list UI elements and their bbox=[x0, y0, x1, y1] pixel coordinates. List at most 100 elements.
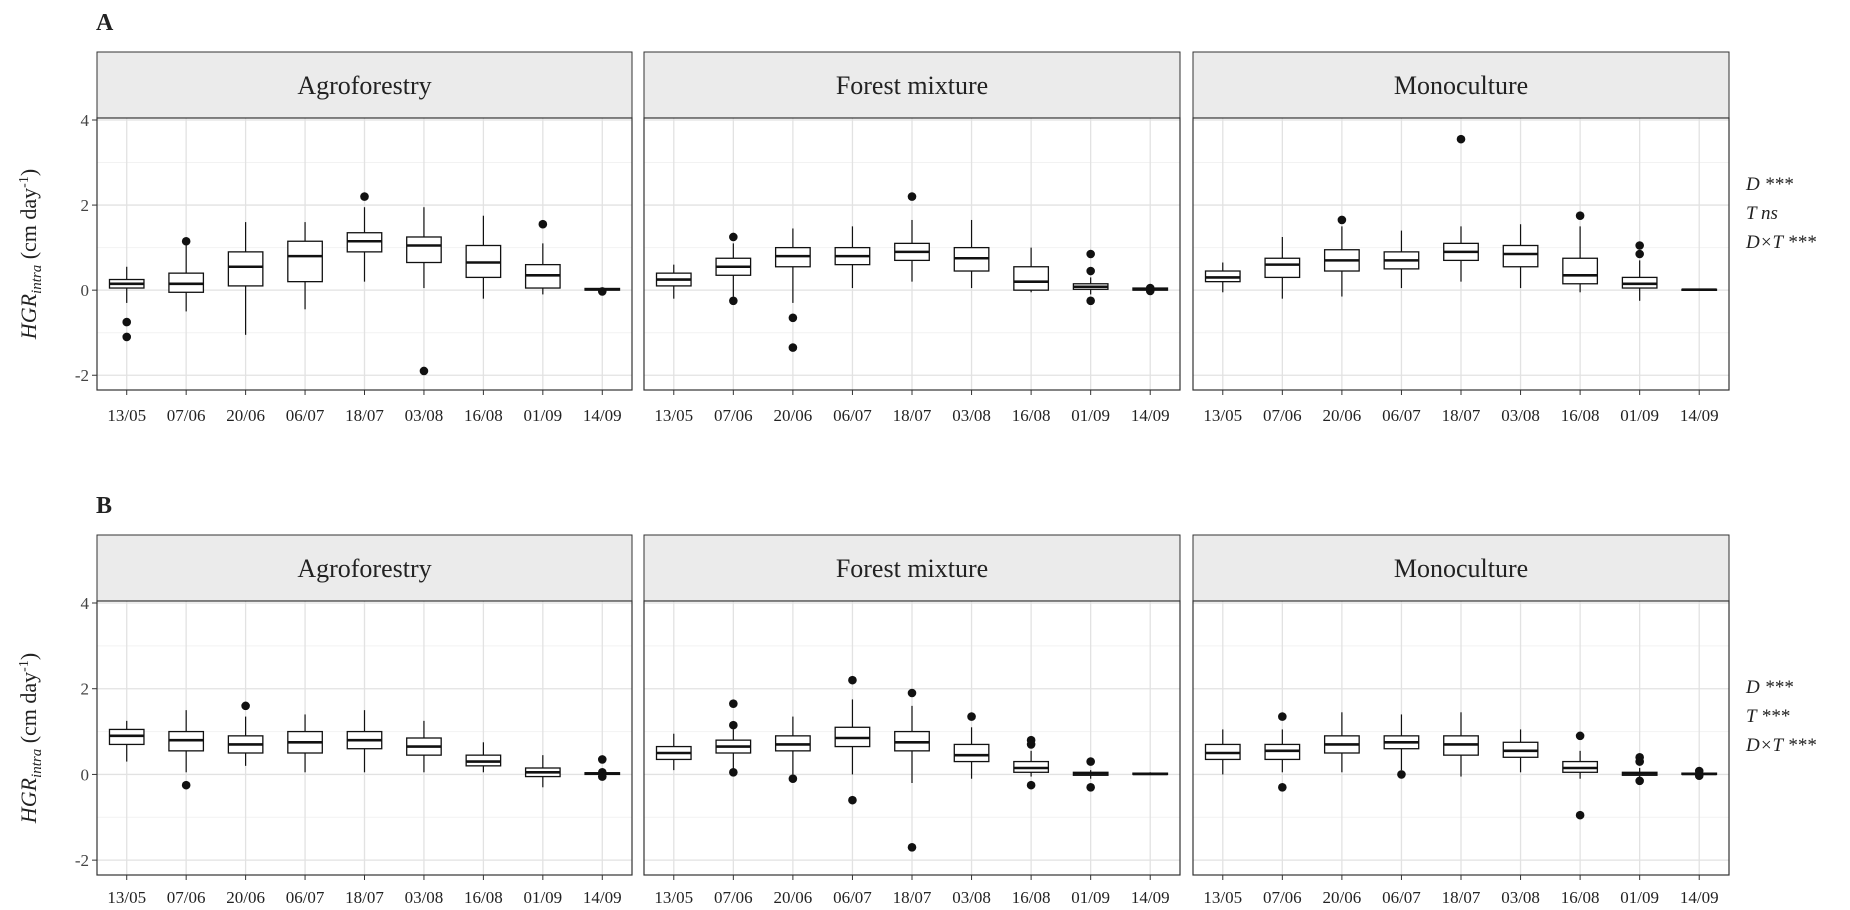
x-tick-label: 01/09 bbox=[1620, 888, 1659, 907]
x-tick-label: 13/05 bbox=[654, 888, 693, 907]
outlier-point bbox=[122, 317, 132, 327]
box-iqr bbox=[953, 743, 990, 763]
facet-strip bbox=[643, 51, 1181, 119]
y-tick-label: -2 bbox=[75, 851, 89, 870]
box-16/08 bbox=[1013, 735, 1050, 790]
box-18/07 bbox=[1443, 134, 1479, 282]
box-14/09 bbox=[584, 287, 621, 296]
facet-title: Forest mixture bbox=[836, 554, 988, 583]
box-13/05 bbox=[1204, 729, 1241, 775]
box-16/08 bbox=[1562, 211, 1599, 293]
box-03/08 bbox=[953, 712, 990, 779]
x-tick-label: 07/06 bbox=[714, 888, 753, 907]
panel-b: B HGRintra (cm day-1) 4 2 0 -2 Agroforestry 13/… bbox=[16, 493, 1817, 907]
box-13/05 bbox=[1204, 262, 1241, 293]
x-tick-label: 07/06 bbox=[167, 888, 206, 907]
box-07/06 bbox=[715, 699, 752, 777]
x-tick-label: 06/07 bbox=[833, 406, 872, 425]
x-tick-label: 07/06 bbox=[714, 406, 753, 425]
outlier-point bbox=[181, 780, 191, 790]
box-18/07 bbox=[346, 192, 383, 282]
box-01/09 bbox=[1072, 757, 1109, 792]
outlier-point bbox=[1026, 740, 1036, 749]
box-14/09 bbox=[1132, 283, 1169, 296]
facet-title: Monoculture bbox=[1394, 554, 1528, 583]
box-07/06 bbox=[1264, 236, 1301, 299]
outlier-point bbox=[729, 720, 738, 730]
outlier-point bbox=[1086, 249, 1095, 259]
facet-forest-mixture: Forest mixture 13/05 07/06 20/06 06/07 18/07 0… bbox=[643, 51, 1181, 425]
outlier-point bbox=[1086, 757, 1095, 766]
box-07/06 bbox=[168, 710, 205, 790]
x-tick-label: 14/09 bbox=[1680, 888, 1719, 907]
ylabel-main: HGR bbox=[16, 293, 41, 340]
box-07/06 bbox=[168, 236, 205, 312]
outlier-point bbox=[1635, 249, 1644, 259]
box-20/06 bbox=[774, 716, 811, 784]
box-16/08 bbox=[465, 215, 502, 299]
outlier-point bbox=[729, 296, 738, 306]
box-14/09 bbox=[584, 755, 621, 781]
x-tick-label: 20/06 bbox=[226, 406, 265, 425]
box-14/09 bbox=[1681, 288, 1718, 292]
box-13/05 bbox=[108, 720, 145, 762]
outlier-point bbox=[788, 313, 798, 323]
box-01/09 bbox=[524, 755, 561, 788]
box-13/05 bbox=[655, 264, 692, 299]
box-06/07 bbox=[1383, 230, 1420, 289]
outlier-point bbox=[1086, 266, 1095, 276]
outlier-point bbox=[122, 332, 132, 342]
box-iqr bbox=[1562, 257, 1599, 285]
facet-strip bbox=[1192, 534, 1730, 602]
outlier-point bbox=[788, 343, 798, 352]
x-tick-label: 01/09 bbox=[523, 888, 562, 907]
box-iqr bbox=[1264, 257, 1301, 279]
outlier-point bbox=[848, 675, 857, 685]
x-tick-label: 01/09 bbox=[1620, 406, 1659, 425]
x-tick-label: 18/07 bbox=[893, 406, 932, 425]
outlier-point bbox=[1575, 211, 1585, 221]
outlier-point bbox=[1026, 780, 1036, 790]
ylabel-unit-sup: -1 bbox=[17, 660, 32, 672]
box-16/08 bbox=[1013, 247, 1050, 293]
box-06/07 bbox=[287, 714, 323, 773]
outlier-point bbox=[729, 699, 738, 709]
outlier-point bbox=[788, 774, 798, 784]
outlier-point bbox=[1635, 776, 1644, 786]
x-tick-label: 13/05 bbox=[1203, 888, 1242, 907]
facet-title: Agroforestry bbox=[297, 71, 431, 100]
facet-title: Forest mixture bbox=[836, 71, 988, 100]
x-tick-label: 06/07 bbox=[286, 406, 325, 425]
box-03/08 bbox=[406, 207, 442, 376]
y-axis-label: HGRintra (cm day-1) bbox=[16, 169, 45, 340]
stat-annotation: D×T *** bbox=[1745, 232, 1817, 253]
box-16/08 bbox=[1562, 731, 1599, 820]
stat-annotation: T ns bbox=[1746, 203, 1778, 224]
x-tick-label: 16/08 bbox=[1012, 406, 1051, 425]
stat-annotation: D×T *** bbox=[1745, 735, 1817, 756]
box-03/08 bbox=[406, 720, 442, 773]
outlier-point bbox=[241, 701, 250, 711]
x-tick-label: 18/07 bbox=[1442, 888, 1481, 907]
x-tick-label: 06/07 bbox=[1382, 406, 1421, 425]
facet-title: Agroforestry bbox=[297, 554, 431, 583]
box-01/09 bbox=[1621, 752, 1658, 786]
x-tick-label: 14/09 bbox=[583, 888, 622, 907]
outlier-point bbox=[1086, 296, 1095, 306]
outlier-point bbox=[907, 688, 917, 698]
outlier-point bbox=[1635, 241, 1644, 250]
facet-strip bbox=[96, 51, 633, 119]
ylabel-sub: intra bbox=[29, 749, 45, 778]
outlier-point bbox=[907, 842, 917, 852]
box-07/06 bbox=[715, 232, 752, 306]
outlier-point bbox=[597, 755, 607, 764]
x-tick-label: 14/09 bbox=[1680, 406, 1719, 425]
x-tick-label: 13/05 bbox=[1203, 406, 1242, 425]
outlier-point bbox=[181, 236, 191, 246]
box-iqr bbox=[1013, 266, 1050, 291]
x-tick-label: 07/06 bbox=[1263, 406, 1302, 425]
panel-letter: B bbox=[96, 493, 112, 519]
x-tick-label: 14/09 bbox=[583, 406, 622, 425]
outlier-point bbox=[967, 712, 976, 721]
